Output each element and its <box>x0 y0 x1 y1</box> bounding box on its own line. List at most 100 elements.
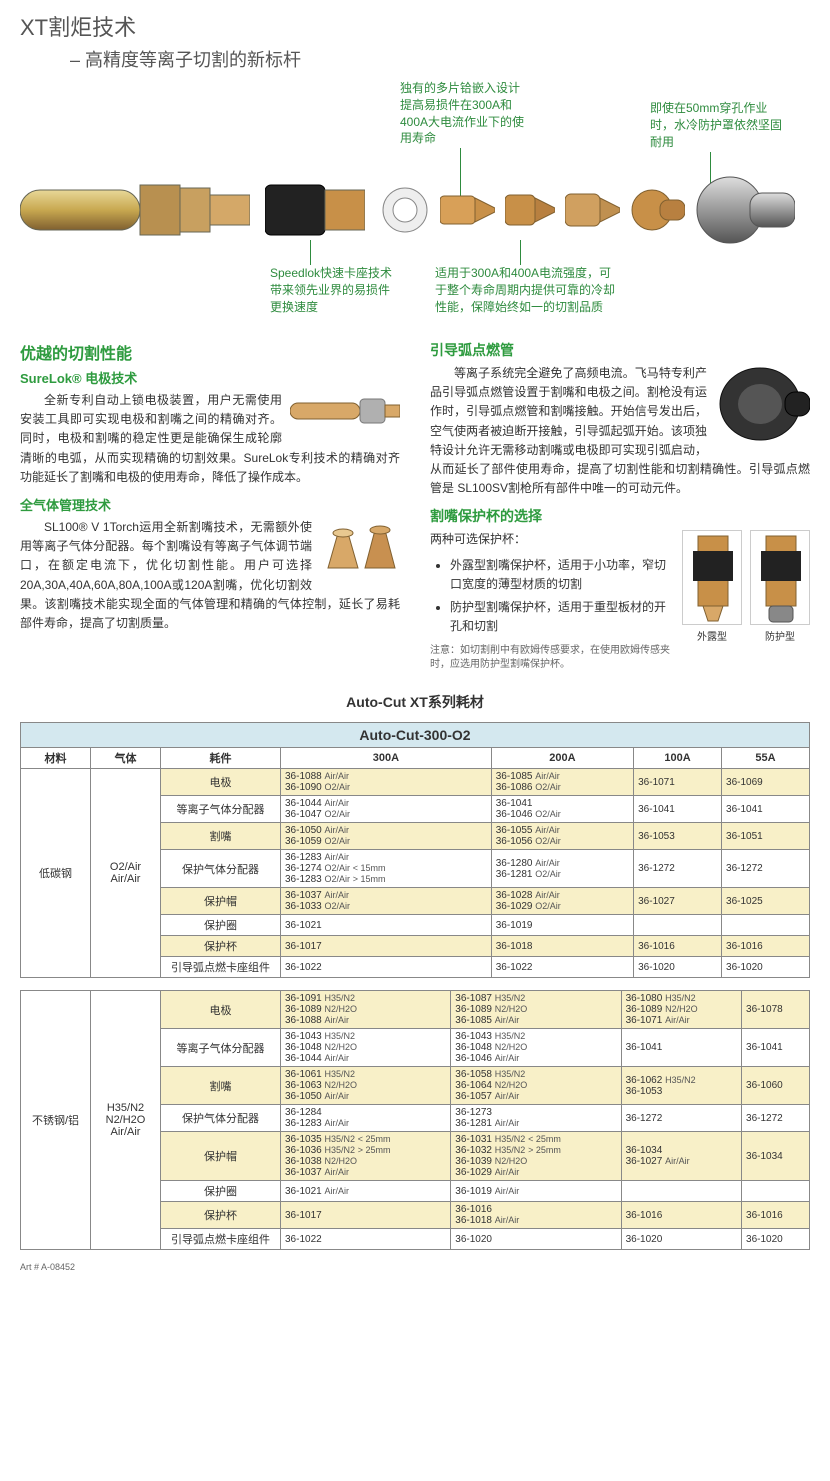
value-cell: 36-127336-1281 Air/Air <box>451 1105 621 1132</box>
value-cell: 36-128436-1283 Air/Air <box>281 1105 451 1132</box>
right-column: 引导弧点燃管 等离子系统完全避免了高频电流。飞马特专利产品引导弧点燃管设置于割嘴… <box>430 340 810 672</box>
part-name-cell: 保护圈 <box>161 915 281 936</box>
table-header: 55A <box>722 748 810 769</box>
exploded-view: 独有的多片铪嵌入设计提高易损件在300A和400A大电流作业下的使用寿命 即使在… <box>20 80 810 320</box>
gas-cell: O2/AirAir/Air <box>91 769 161 978</box>
value-cell: 36-1020 <box>451 1229 621 1250</box>
left-column: 优越的切割性能 SureLok® 电极技术 全新专利自动上锁电极装置，用户无需使… <box>20 340 400 672</box>
part-name-cell: 电极 <box>161 769 281 796</box>
value-cell: 36-1043 H35/N236-1048 N2/H2O36-1044 Air/… <box>281 1029 451 1067</box>
value-cell: 36-1050 Air/Air36-1059 O2/Air <box>281 823 492 850</box>
value-cell <box>722 915 810 936</box>
callout-3: Speedlok快速卡座技术带来领先业界的易损件更换速度 <box>270 265 420 315</box>
part-name-cell: 保护圈 <box>161 1181 281 1202</box>
value-cell: 36-1021 <box>281 915 492 936</box>
table-header: 气体 <box>91 748 161 769</box>
part-name-cell: 保护帽 <box>161 888 281 915</box>
cup-note: 注意：如切割削中有欧姆传感要求，在使用欧姆传感夹时，应选用防护型割嘴保护杯。 <box>430 644 672 672</box>
value-cell: 36-1022 <box>491 957 633 978</box>
value-cell: 36-1016 <box>634 936 722 957</box>
page-title: XT割炬技术 <box>20 10 810 42</box>
table-header: 200A <box>491 748 633 769</box>
part-name-cell: 引导弧点燃卡座组件 <box>161 957 281 978</box>
value-cell: 36-1037 Air/Air36-1033 O2/Air <box>281 888 492 915</box>
cup-images: 外露型 防护型 <box>682 530 810 672</box>
callout-2: 即使在50mm穿孔作业时，水冷防护罩依然坚固耐用 <box>650 100 810 150</box>
value-cell: 36-1078 <box>742 991 810 1029</box>
heading-cup: 割嘴保护杯的选择 <box>430 506 810 526</box>
material-cell: 低碳钢 <box>21 769 91 978</box>
value-cell: 36-1028 Air/Air36-1029 O2/Air <box>491 888 633 915</box>
bullet-shielded: 防护型割嘴保护杯，适用于重型板材的开孔和切割 <box>450 598 672 636</box>
value-cell: 36-1016 <box>742 1202 810 1229</box>
value-cell: 36-1058 H35/N236-1064 N2/H2O36-1057 Air/… <box>451 1067 621 1105</box>
table-header: 300A <box>281 748 492 769</box>
table-stainless: 不锈钢/铝H35/N2N2/H2OAir/Air电极36-1091 H35/N2… <box>20 990 810 1250</box>
value-cell: 36-1020 <box>742 1229 810 1250</box>
value-cell: 36-1272 <box>634 850 722 888</box>
value-cell: 36-1041 <box>742 1029 810 1067</box>
material-cell: 不锈钢/铝 <box>21 991 91 1250</box>
part-name-cell: 保护杯 <box>161 1202 281 1229</box>
value-cell: 36-1019 Air/Air <box>451 1181 621 1202</box>
value-cell: 36-1272 <box>742 1105 810 1132</box>
part-tip1 <box>505 190 555 230</box>
value-cell: 36-1069 <box>722 769 810 796</box>
value-cell: 36-1091 H35/N236-1089 N2/H2O36-1088 Air/… <box>281 991 451 1029</box>
part-name-cell: 割嘴 <box>161 1067 281 1105</box>
value-cell: 36-1018 <box>491 936 633 957</box>
callout-4: 适用于300A和400A电流强度，可于整个寿命周期内提供可靠的冷却性能，保障始终… <box>435 265 645 315</box>
part-name-cell: 等离子气体分配器 <box>161 1029 281 1067</box>
value-cell: 36-1080 H35/N236-1089 N2/H2O36-1071 Air/… <box>621 991 741 1029</box>
part-name-cell: 引导弧点燃卡座组件 <box>161 1229 281 1250</box>
value-cell: 36-1041 <box>621 1029 741 1067</box>
value-cell: 36-1020 <box>621 1229 741 1250</box>
value-cell: 36-1085 Air/Air36-1086 O2/Air <box>491 769 633 796</box>
p-cup-intro: 两种可选保护杯： <box>430 530 672 549</box>
heading-gas: 全气体管理技术 <box>20 495 400 514</box>
value-cell: 36-1025 <box>722 888 810 915</box>
value-cell: 36-1071 <box>634 769 722 796</box>
electrode-image <box>290 391 400 434</box>
part-name-cell: 保护气体分配器 <box>161 1105 281 1132</box>
value-cell: 36-1088 Air/Air36-1090 O2/Air <box>281 769 492 796</box>
value-cell: 36-1060 <box>742 1067 810 1105</box>
part-tip2 <box>565 190 620 230</box>
part-electrode <box>440 188 495 232</box>
part-shield <box>695 175 795 245</box>
value-cell: 36-101636-1018 Air/Air <box>451 1202 621 1229</box>
value-cell: 36-103436-1027 Air/Air <box>621 1132 741 1181</box>
consumables-title: Auto-Cut XT系列耗材 <box>20 692 810 712</box>
part-collar <box>265 180 365 240</box>
callout-1: 独有的多片铪嵌入设计提高易损件在300A和400A大电流作业下的使用寿命 <box>400 80 550 147</box>
heading-surelok: SureLok® 电极技术 <box>20 368 400 387</box>
value-cell <box>742 1181 810 1202</box>
value-cell: 36-1043 H35/N236-1048 N2/H2O36-1046 Air/… <box>451 1029 621 1067</box>
value-cell: 36-1062 H35/N236-1053 <box>621 1067 741 1105</box>
value-cell: 36-1061 H35/N236-1063 N2/H2O36-1050 Air/… <box>281 1067 451 1105</box>
value-cell: 36-1020 <box>722 957 810 978</box>
table-header: 100A <box>634 748 722 769</box>
part-name-cell: 保护杯 <box>161 936 281 957</box>
heading-performance: 优越的切割性能 <box>20 340 400 364</box>
value-cell: 36-1051 <box>722 823 810 850</box>
page-subtitle: 高精度等离子切割的新标杆 <box>70 46 810 72</box>
art-number: Art # A-08452 <box>20 1262 810 1272</box>
bullet-exposed: 外露型割嘴保护杯，适用于小功率，窄切口宽度的薄型材质的切割 <box>450 556 672 594</box>
value-cell: 36-104136-1046 O2/Air <box>491 796 633 823</box>
cup-label-2: 防护型 <box>750 628 810 643</box>
value-cell: 36-1055 Air/Air36-1056 O2/Air <box>491 823 633 850</box>
value-cell: 36-1272 <box>621 1105 741 1132</box>
part-ring <box>380 185 430 235</box>
part-name-cell: 等离子气体分配器 <box>161 796 281 823</box>
value-cell: 36-1017 <box>281 1202 451 1229</box>
value-cell: 36-1016 <box>621 1202 741 1229</box>
value-cell: 36-1017 <box>281 936 492 957</box>
value-cell: 36-1027 <box>634 888 722 915</box>
heading-pilot: 引导弧点燃管 <box>430 340 810 360</box>
gas-cell: H35/N2N2/H2OAir/Air <box>91 991 161 1250</box>
value-cell: 36-1031 H35/N2 < 25mm36-1032 H35/N2 > 25… <box>451 1132 621 1181</box>
table-carbon-steel: Auto-Cut-300-O2 材料气体耗件300A200A100A55A 低碳… <box>20 722 810 978</box>
value-cell: 36-1044 Air/Air36-1047 O2/Air <box>281 796 492 823</box>
value-cell: 36-1022 <box>281 1229 451 1250</box>
